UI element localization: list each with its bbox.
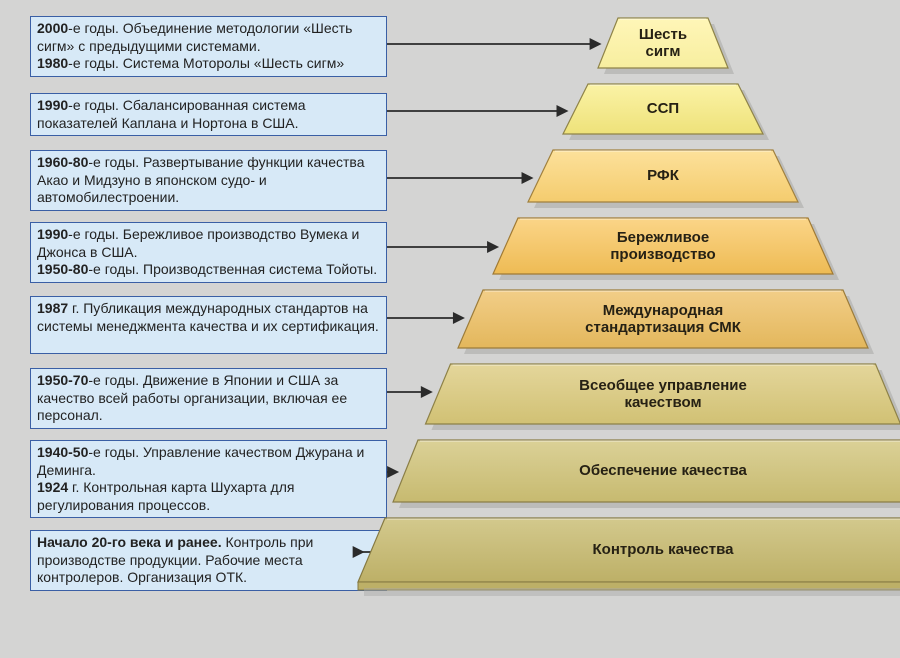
- pyramid-label-0: Шестьсигм: [618, 18, 708, 68]
- pyramid-label-3: Бережливоепроизводство: [518, 218, 808, 274]
- note-level-7: Начало 20-го века и ранее. Контроль при …: [30, 530, 387, 591]
- note-level-5: 1950-70-е годы. Движение в Японии и США …: [30, 368, 387, 429]
- pyramid-label-7: Контроль качества: [385, 518, 900, 582]
- note-level-4: 1987 г. Публикация международных стандар…: [30, 296, 387, 354]
- note-level-0: 2000-е годы. Объединение методологии «Ше…: [30, 16, 387, 77]
- pyramid-label-4: Международнаястандартизация СМК: [483, 290, 843, 348]
- diagram-canvas: { "background_color": "#d4d4d3", "pyrami…: [0, 0, 900, 658]
- note-level-6: 1940-50-е годы. Управление качеством Джу…: [30, 440, 387, 518]
- note-level-1: 1990-е годы. Сбалансированная система по…: [30, 93, 387, 136]
- pyramid-label-2: РФК: [553, 150, 773, 202]
- pyramid-label-5: Всеобщее управлениекачеством: [451, 364, 876, 424]
- note-level-2: 1960-80-е годы. Развертывание функции ка…: [30, 150, 387, 211]
- note-level-3: 1990-е годы. Бережливое производство Вум…: [30, 222, 387, 283]
- pyramid-label-1: ССП: [588, 84, 738, 134]
- pyramid-label-6: Обеспечение качества: [418, 440, 900, 502]
